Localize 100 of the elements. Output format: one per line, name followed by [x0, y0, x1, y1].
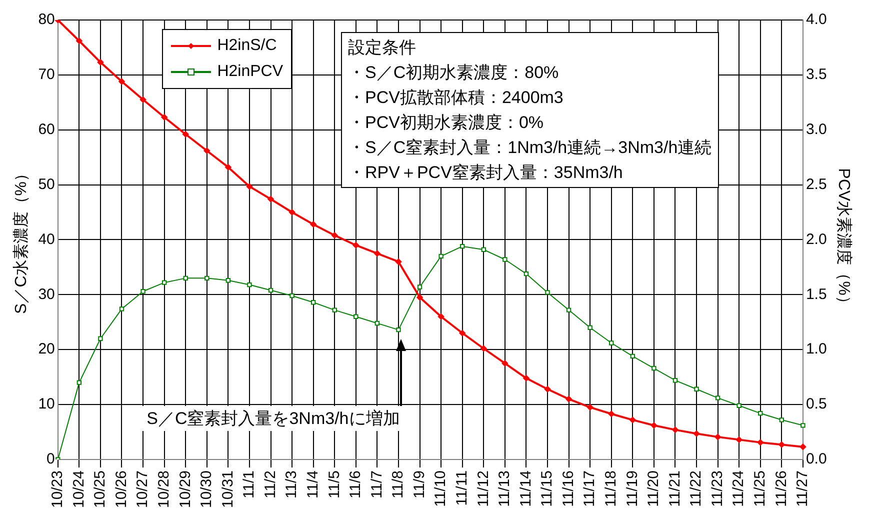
point [502, 257, 508, 262]
point [566, 396, 572, 402]
annotation: ・RPV＋PCV窒素封入量：35Nm3/h [348, 162, 624, 184]
x-tick-label: 11/24 [730, 470, 748, 507]
point [481, 247, 486, 252]
point [310, 300, 316, 305]
x-tick-label: 11/8 [390, 470, 407, 499]
y2-tick-label: 3.5 [806, 66, 827, 84]
point [608, 410, 614, 417]
point [714, 434, 721, 440]
point [396, 327, 401, 332]
point [460, 244, 465, 249]
x-tick-label: 11/13 [496, 470, 514, 507]
point [715, 396, 720, 400]
x-tick-label: 10/24 [70, 470, 88, 508]
y-tick-label: 40 [38, 230, 55, 248]
point [630, 354, 635, 359]
point [374, 250, 380, 256]
point [161, 114, 168, 120]
x-tick-label: 11/9 [410, 470, 428, 499]
point [354, 314, 358, 319]
x-tick-label: 10/26 [112, 470, 130, 508]
y-axis-title: S／C水素濃度（%） [12, 166, 30, 314]
point [268, 196, 274, 202]
point [374, 320, 380, 326]
point [226, 278, 231, 283]
point [76, 38, 82, 44]
point [289, 209, 296, 216]
point [650, 422, 657, 428]
point [162, 280, 167, 285]
point [352, 242, 359, 248]
x-tick-label: 10/27 [134, 470, 152, 508]
x-tick-label: 11/12 [474, 470, 492, 507]
x-tick-label: 11/11 [453, 470, 470, 506]
point [694, 430, 700, 437]
point [758, 410, 763, 416]
annotation: ・S／C初期水素濃度：80% [348, 62, 560, 84]
y-tick-label: 0 [46, 450, 55, 468]
point [268, 288, 274, 293]
point [523, 375, 530, 382]
x-tick-label: 11/20 [645, 470, 662, 507]
point [204, 276, 210, 281]
y2-tick-label: 3.0 [806, 121, 827, 138]
annotation: ・S／C窒素封入量：1Nm3/h連続→3Nm3/h連続 [348, 137, 712, 159]
annotation: ・PCV初期水素濃度：0% [348, 112, 545, 134]
point [502, 360, 508, 366]
y2-tick-label: 0.0 [806, 450, 827, 468]
y2-tick-label: 4.0 [806, 11, 827, 28]
point [524, 271, 529, 276]
x-tick-label: 11/17 [581, 470, 598, 507]
point [588, 325, 592, 330]
point [310, 221, 316, 228]
y-tick-label: 80 [38, 11, 55, 28]
point [545, 290, 550, 295]
x-tick-label: 10/28 [155, 470, 172, 508]
point [416, 294, 423, 300]
point [566, 308, 572, 312]
y-tick-label: 70 [38, 66, 55, 84]
point [182, 131, 189, 138]
x-tick-label: 11/7 [368, 470, 386, 499]
point [204, 148, 210, 154]
y-tick-label: 20 [38, 340, 55, 358]
point [332, 232, 338, 238]
point [652, 366, 656, 371]
annotation: S／C窒素封入量を3Nm3/hに増加 [140, 406, 406, 431]
x-tick-label: 11/16 [560, 470, 577, 507]
point [757, 439, 764, 446]
legend-label: H2inPCV [217, 62, 283, 82]
x-tick-label: 11/5 [326, 470, 343, 499]
x-tick-label: 11/15 [538, 470, 556, 507]
point [800, 444, 806, 450]
y2-tick-label: 1.5 [806, 286, 827, 303]
point [480, 346, 487, 352]
y-tick-label: 30 [38, 286, 55, 303]
x-tick-label: 11/10 [432, 470, 450, 507]
x-tick-label: 11/14 [517, 470, 534, 507]
x-tick-label: 10/31 [219, 470, 236, 508]
point [246, 183, 252, 190]
x-tick-label: 10/29 [176, 470, 194, 508]
point [459, 330, 466, 336]
x-tick-label: 11/1 [240, 470, 258, 499]
x-tick-label: 11/18 [602, 470, 620, 507]
y2-tick-label: 0.5 [806, 396, 827, 413]
y2-tick-label: 2.5 [806, 176, 827, 193]
x-tick-label: 10/30 [198, 470, 216, 508]
point [438, 254, 444, 259]
point [225, 164, 232, 170]
point [736, 403, 742, 408]
point [119, 306, 124, 312]
point [97, 59, 104, 66]
x-tick-label: 11/4 [304, 470, 322, 499]
legend-label: H2inS/C [217, 36, 277, 56]
point [118, 78, 125, 85]
y2-tick-label: 2.0 [806, 230, 827, 248]
y-tick-label: 60 [38, 121, 55, 138]
x-tick-label: 10/25 [92, 470, 109, 508]
point [332, 308, 337, 312]
y-tick-label: 50 [38, 176, 55, 193]
x-tick-label: 11/22 [688, 470, 705, 507]
point [290, 293, 294, 298]
